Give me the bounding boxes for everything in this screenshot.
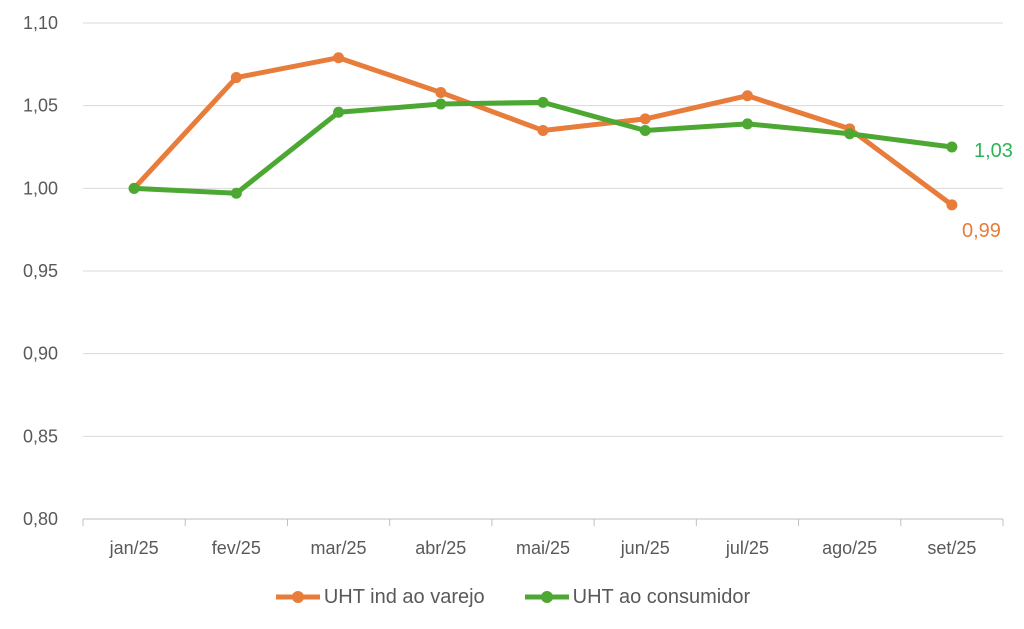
y-tick-label: 1,00 — [23, 178, 58, 198]
y-axis-labels-group: 0,80 0,85 0,90 0,95 1,00 1,05 1,10 — [23, 13, 58, 529]
x-tick-label: abr/25 — [415, 538, 466, 558]
series-end-label-varejo: 0,99 — [962, 220, 1001, 242]
x-tick-label: set/25 — [927, 538, 976, 558]
series-end-label-consumidor: 1,03 — [974, 140, 1013, 162]
x-tick-label: mai/25 — [516, 538, 570, 558]
data-point-marker-1 — [741, 118, 753, 130]
x-tick-label: jun/25 — [620, 538, 670, 558]
data-point-marker-1 — [230, 187, 242, 199]
series-line-1 — [131, 99, 955, 196]
data-point-marker-0 — [741, 90, 753, 102]
data-point-marker-1 — [844, 128, 856, 140]
data-point-marker-1 — [128, 182, 140, 194]
gridlines-group — [83, 22, 1003, 437]
y-tick-label: 0,85 — [23, 426, 58, 446]
data-point-marker-1 — [946, 141, 958, 153]
series-group — [128, 52, 958, 211]
legend-label-consumidor: UHT ao consumidor — [572, 585, 751, 608]
data-point-marker-1 — [435, 98, 447, 110]
legend-item-varejo: UHT ind ao varejo — [274, 586, 485, 609]
legend: UHT ind ao varejo UHT ao consumidor — [0, 583, 1024, 611]
legend-line-marker-icon — [524, 591, 569, 603]
x-tick-label: ago/25 — [822, 538, 877, 558]
legend-item-consumidor: UHT ao consumidor — [523, 586, 750, 609]
data-point-marker-0 — [435, 86, 447, 98]
data-point-marker-1 — [639, 124, 651, 136]
y-tick-label: 1,10 — [23, 13, 58, 33]
x-tick-label: jan/25 — [109, 538, 159, 558]
legend-line-marker-icon — [275, 591, 320, 603]
y-tick-label: 0,90 — [23, 344, 58, 364]
legend-label-varejo: UHT ind ao varejo — [323, 585, 485, 608]
y-tick-label: 0,95 — [23, 261, 58, 281]
data-point-marker-0 — [946, 199, 958, 211]
data-point-marker-0 — [537, 124, 549, 136]
data-point-marker-1 — [333, 106, 345, 118]
y-tick-label: 0,80 — [23, 509, 58, 529]
data-point-marker-1 — [537, 96, 549, 108]
x-axis-group: jan/25 fev/25 mar/25 abr/25 mai/25 jun/25 jul/… — [82, 518, 1004, 558]
x-tick-label: mar/25 — [311, 538, 367, 558]
data-point-marker-0 — [230, 72, 242, 84]
y-tick-label: 1,05 — [23, 96, 58, 116]
line-chart: 0,80 0,85 0,90 0,95 1,00 1,05 1,10 jan/25 fev/2… — [23, 13, 1013, 558]
x-tick-label: jul/25 — [725, 538, 769, 558]
data-point-marker-0 — [333, 52, 345, 64]
data-point-marker-0 — [639, 113, 651, 125]
x-tick-label: fev/25 — [212, 538, 261, 558]
